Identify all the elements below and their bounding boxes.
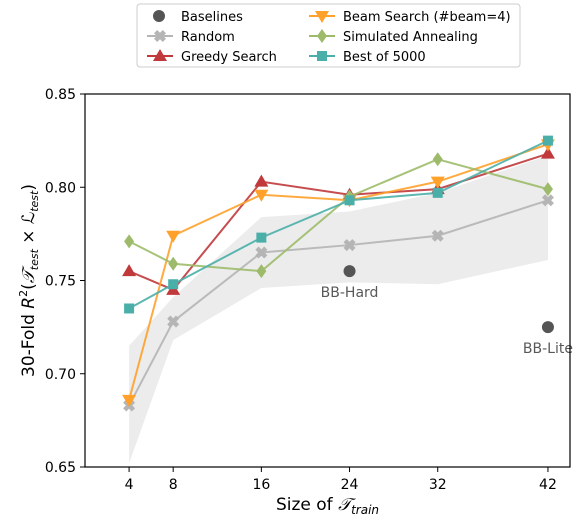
legend: Baselines Random Greedy Search Beam Search … bbox=[136, 3, 521, 68]
legend-marker bbox=[153, 49, 167, 61]
series-line bbox=[128, 199, 549, 406]
x-tick-label: 4 bbox=[125, 477, 134, 493]
y-tick-label: 0.85 bbox=[45, 87, 76, 103]
y-tick-label: 0.70 bbox=[45, 367, 76, 383]
x-tick-label: 16 bbox=[252, 477, 270, 493]
data-point bbox=[432, 152, 443, 167]
legend-marker bbox=[317, 29, 327, 43]
data-point bbox=[256, 232, 267, 243]
data-point bbox=[542, 182, 553, 197]
legend-item-simulated-annealing: Simulated Annealing bbox=[309, 29, 478, 45]
data-point bbox=[168, 279, 179, 290]
data-point bbox=[542, 135, 553, 146]
data-point bbox=[124, 303, 135, 314]
legend-marker bbox=[153, 10, 165, 22]
plot-area: BB-Hard BB-Lite bbox=[122, 135, 573, 464]
data-point bbox=[343, 239, 356, 252]
x-tick-label: 42 bbox=[539, 477, 557, 493]
series-line bbox=[128, 143, 549, 401]
legend-label: Beam Search (#beam=4) bbox=[343, 10, 511, 25]
legend-label: Random bbox=[181, 30, 235, 45]
legend-item-greedy-search: Greedy Search bbox=[147, 49, 277, 65]
y-tick-label: 0.65 bbox=[45, 460, 76, 476]
legend-item-baselines: Baselines bbox=[153, 10, 243, 25]
data-point bbox=[431, 229, 444, 242]
y-tick-label: 0.75 bbox=[45, 274, 76, 290]
legend-marker bbox=[315, 11, 329, 23]
data-point bbox=[256, 264, 267, 279]
data-point bbox=[541, 194, 554, 207]
series-random bbox=[123, 194, 554, 412]
legend-marker bbox=[154, 30, 166, 42]
data-point bbox=[122, 264, 137, 277]
legend-marker bbox=[317, 51, 327, 61]
data-point bbox=[540, 146, 555, 159]
y-tick-label: 0.80 bbox=[45, 180, 76, 196]
data-point bbox=[254, 189, 269, 202]
x-tick-label: 24 bbox=[341, 477, 359, 493]
data-point bbox=[122, 394, 137, 407]
data-point bbox=[124, 234, 135, 249]
legend-item-beam-search-beam-4: Beam Search (#beam=4) bbox=[309, 10, 511, 25]
baseline-point bbox=[541, 321, 554, 334]
x-tick-label: 8 bbox=[169, 477, 178, 493]
legend-label: Greedy Search bbox=[181, 50, 277, 65]
y-axis-title: 30-Fold R2(𝒯test × ℒtest) bbox=[17, 184, 41, 377]
data-point bbox=[166, 230, 181, 243]
series-best-of-5000 bbox=[124, 135, 553, 314]
series-line bbox=[128, 158, 549, 273]
data-point bbox=[255, 246, 268, 259]
legend-label: Simulated Annealing bbox=[343, 30, 478, 45]
data-point bbox=[254, 174, 269, 187]
legend-label: Best of 5000 bbox=[343, 50, 426, 65]
legend-item-best-of-5000: Best of 5000 bbox=[309, 50, 426, 65]
y-axis-title-text: 30-Fold R2(𝒯test × ℒtest) bbox=[17, 184, 41, 377]
data-point bbox=[167, 315, 180, 328]
data-point bbox=[168, 256, 179, 271]
series-line bbox=[128, 139, 549, 310]
x-tick-label: 32 bbox=[429, 477, 447, 493]
series-simulated-annealing bbox=[124, 152, 553, 279]
baseline-label: BB-Lite bbox=[523, 341, 573, 357]
data-point bbox=[344, 195, 355, 206]
data-point bbox=[432, 187, 443, 198]
legend-label: Baselines bbox=[181, 10, 243, 25]
baseline-point bbox=[343, 265, 356, 278]
legend-item-random: Random bbox=[147, 30, 235, 45]
data-point bbox=[430, 176, 445, 189]
baseline-label: BB-Hard bbox=[321, 285, 379, 301]
axes: 4 8 16 24 32 42 0.65 0.70 0.75 0.80 0.85 Size of 𝒯t… bbox=[17, 87, 571, 517]
x-axis-title: Size of 𝒯train bbox=[276, 495, 379, 517]
random-confidence-band bbox=[129, 155, 548, 464]
